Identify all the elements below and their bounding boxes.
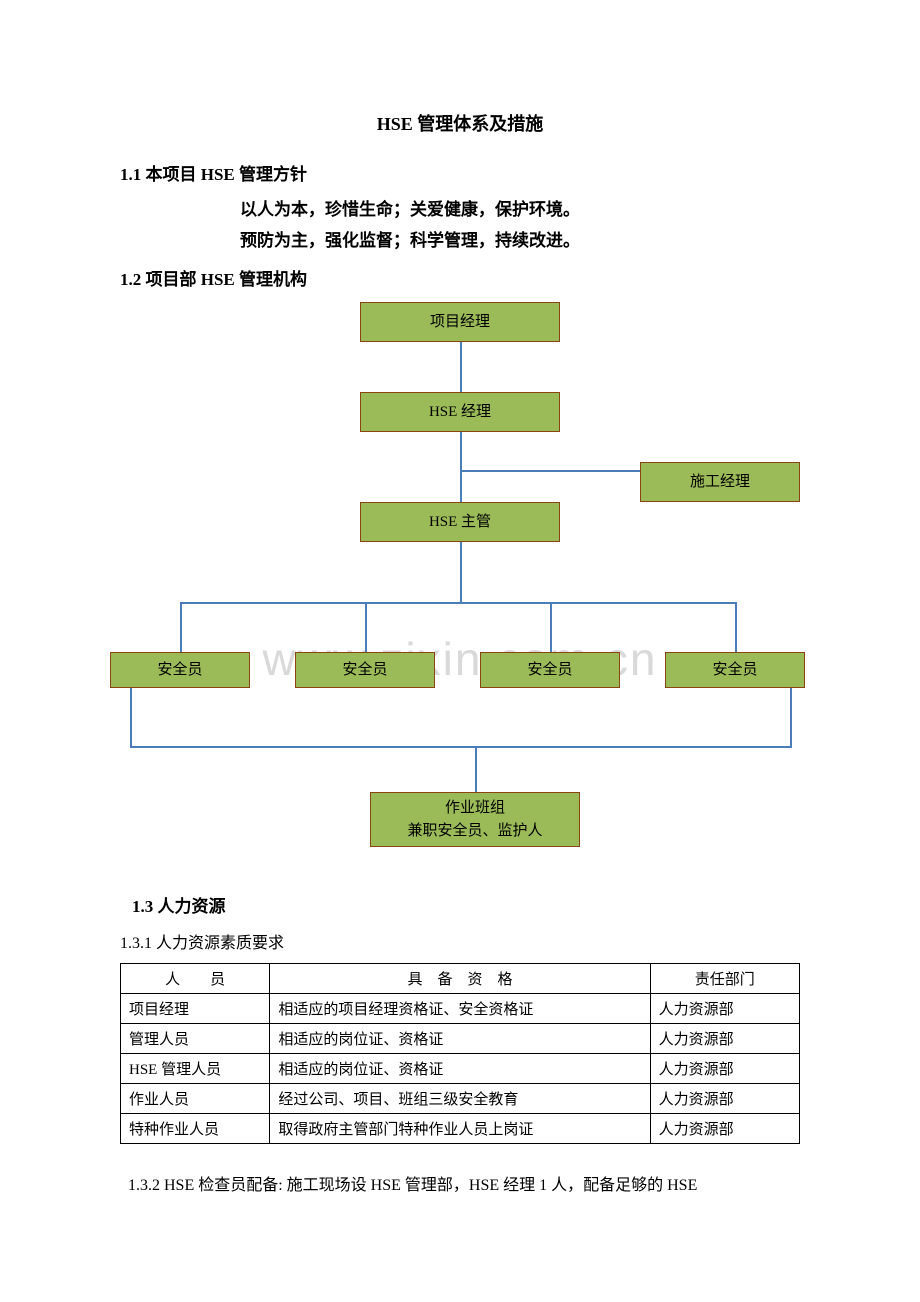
table-cell: 项目经理	[121, 994, 270, 1024]
table-cell: 经过公司、项目、班组三级安全教育	[270, 1084, 650, 1114]
table-row: 项目经理相适应的项目经理资格证、安全资格证人力资源部	[121, 994, 800, 1024]
chart-connector	[460, 342, 462, 392]
table-cell: 相适应的岗位证、资格证	[270, 1054, 650, 1084]
table-cell: 管理人员	[121, 1024, 270, 1054]
chart-connector	[365, 602, 367, 652]
chart-connector	[180, 602, 735, 604]
chart-connector	[460, 470, 640, 472]
section-1-2-heading: 1.2 项目部 HSE 管理机构	[120, 265, 800, 290]
table-cell: 相适应的岗位证、资格证	[270, 1024, 650, 1054]
chart-connector	[180, 602, 182, 652]
chart-node-hsem: HSE 经理	[360, 392, 560, 432]
org-chart: www.zixin.com.cn 项目经理HSE 经理施工经理HSE 主管安全员…	[110, 302, 810, 862]
section-1-1-heading: 1.1 本项目 HSE 管理方针	[120, 160, 800, 185]
chart-node-s2: 安全员	[295, 652, 435, 688]
table-cell: 人力资源部	[650, 1084, 799, 1114]
table-cell: 人力资源部	[650, 1054, 799, 1084]
chart-connector	[475, 746, 477, 792]
chart-connector	[735, 602, 737, 652]
chart-node-s1: 安全员	[110, 652, 250, 688]
chart-connector	[130, 688, 132, 748]
policy-line-1: 以人为本，珍惜生命；关爱健康，保护环境。	[120, 195, 800, 220]
policy-line-2: 预防为主，强化监督；科学管理，持续改进。	[120, 226, 800, 251]
chart-connector	[550, 602, 552, 652]
qualification-table: 人 员具 备 资 格责任部门 项目经理相适应的项目经理资格证、安全资格证人力资源…	[120, 963, 800, 1144]
table-row: 作业人员经过公司、项目、班组三级安全教育人力资源部	[121, 1084, 800, 1114]
table-cell: 人力资源部	[650, 994, 799, 1024]
section-1-3-1-heading: 1.3.1 人力资源素质要求	[120, 929, 800, 953]
chart-connector	[790, 688, 792, 748]
table-cell: 人力资源部	[650, 1114, 799, 1144]
chart-node-cmgr: 施工经理	[640, 462, 800, 502]
table-cell: 人力资源部	[650, 1024, 799, 1054]
table-cell: HSE 管理人员	[121, 1054, 270, 1084]
table-header: 人 员	[121, 964, 270, 994]
chart-connector	[460, 542, 462, 602]
section-1-3-2-text: 1.3.2 HSE 检查员配备: 施工现场设 HSE 管理部，HSE 经理 1 …	[120, 1172, 800, 1201]
chart-connector	[460, 432, 462, 502]
chart-node-pm: 项目经理	[360, 302, 560, 342]
table-cell: 特种作业人员	[121, 1114, 270, 1144]
chart-node-hses: HSE 主管	[360, 502, 560, 542]
chart-connector	[130, 746, 792, 748]
chart-node-s3: 安全员	[480, 652, 620, 688]
document-title: HSE 管理体系及措施	[120, 110, 800, 136]
table-cell: 取得政府主管部门特种作业人员上岗证	[270, 1114, 650, 1144]
table-row: HSE 管理人员相适应的岗位证、资格证人力资源部	[121, 1054, 800, 1084]
chart-node-s4: 安全员	[665, 652, 805, 688]
table-cell: 相适应的项目经理资格证、安全资格证	[270, 994, 650, 1024]
section-1-3-heading: 1.3 人力资源	[132, 892, 800, 917]
table-header: 责任部门	[650, 964, 799, 994]
table-row: 管理人员相适应的岗位证、资格证人力资源部	[121, 1024, 800, 1054]
table-header: 具 备 资 格	[270, 964, 650, 994]
table-cell: 作业人员	[121, 1084, 270, 1114]
chart-node-team: 作业班组 兼职安全员、监护人	[370, 792, 580, 847]
table-row: 特种作业人员取得政府主管部门特种作业人员上岗证人力资源部	[121, 1114, 800, 1144]
